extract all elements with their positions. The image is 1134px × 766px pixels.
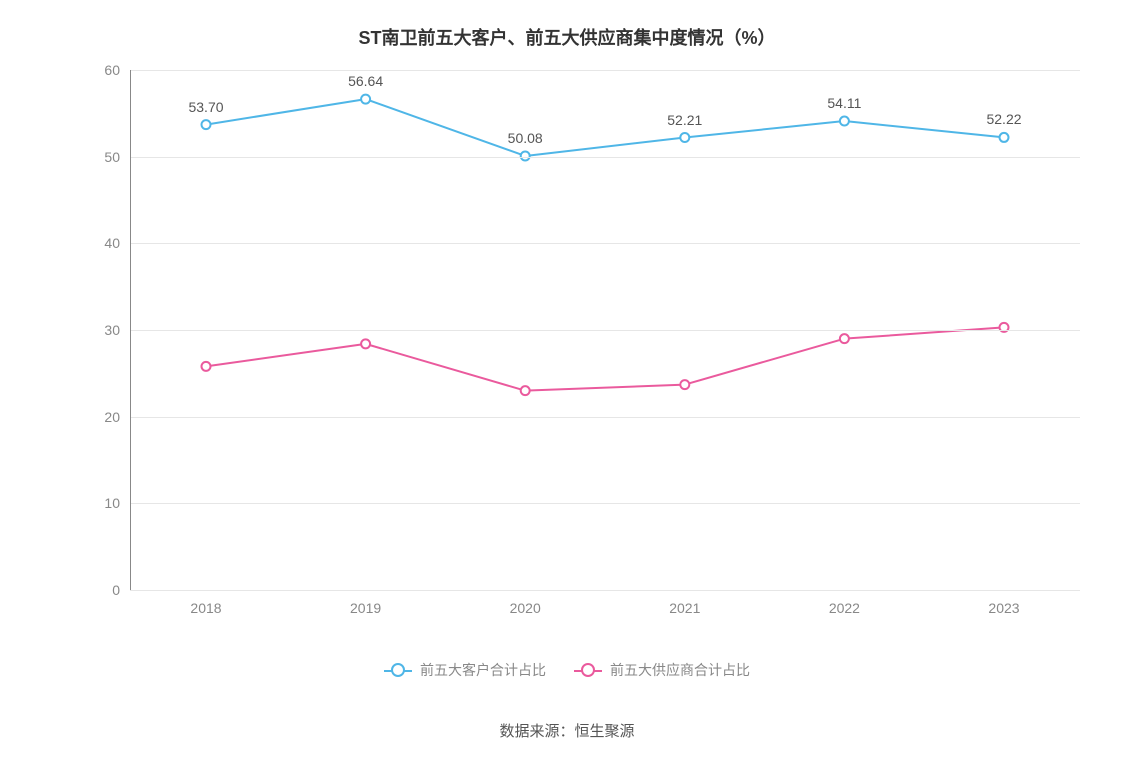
series-line-suppliers — [206, 327, 1004, 390]
data-label: 56.64 — [348, 73, 383, 89]
series-line-customers — [206, 99, 1004, 156]
gridline — [130, 417, 1080, 418]
y-tick-label: 50 — [104, 149, 120, 165]
series-marker-suppliers — [202, 362, 211, 371]
legend-marker-icon — [574, 663, 602, 677]
series-marker-suppliers — [680, 380, 689, 389]
data-label: 52.22 — [986, 111, 1021, 127]
data-label: 50.08 — [508, 130, 543, 146]
y-tick-label: 30 — [104, 322, 120, 338]
series-marker-suppliers — [521, 386, 530, 395]
chart-title: ST南卫前五大客户、前五大供应商集中度情况（%） — [0, 24, 1134, 50]
gridline — [130, 243, 1080, 244]
series-marker-customers — [202, 120, 211, 129]
y-tick-label: 60 — [104, 62, 120, 78]
y-tick-label: 40 — [104, 235, 120, 251]
gridline — [130, 590, 1080, 591]
y-tick-label: 10 — [104, 495, 120, 511]
x-tick-label: 2023 — [988, 600, 1019, 616]
gridline — [130, 503, 1080, 504]
legend-label: 前五大客户合计占比 — [420, 660, 546, 680]
y-axis — [130, 70, 131, 590]
plot-area: 010203040506020182019202020212022202353.… — [130, 70, 1080, 590]
gridline — [130, 330, 1080, 331]
x-tick-label: 2021 — [669, 600, 700, 616]
gridline — [130, 70, 1080, 71]
legend: 前五大客户合计占比 前五大供应商合计占比 — [0, 660, 1134, 680]
x-tick-label: 2022 — [829, 600, 860, 616]
chart: ST南卫前五大客户、前五大供应商集中度情况（%） 010203040506020… — [0, 0, 1134, 766]
x-tick-label: 2018 — [190, 600, 221, 616]
series-marker-customers — [840, 117, 849, 126]
data-label: 52.21 — [667, 112, 702, 128]
x-tick-label: 2020 — [510, 600, 541, 616]
data-label: 54.11 — [827, 95, 861, 111]
x-tick-label: 2019 — [350, 600, 381, 616]
legend-item-suppliers[interactable]: 前五大供应商合计占比 — [574, 660, 750, 680]
data-source-label: 数据来源：恒生聚源 — [0, 720, 1134, 741]
series-marker-suppliers — [361, 339, 370, 348]
series-marker-suppliers — [840, 334, 849, 343]
y-tick-label: 20 — [104, 409, 120, 425]
series-marker-customers — [1000, 133, 1009, 142]
y-tick-label: 0 — [112, 582, 120, 598]
legend-marker-icon — [384, 663, 412, 677]
legend-item-customers[interactable]: 前五大客户合计占比 — [384, 660, 546, 680]
series-marker-customers — [680, 133, 689, 142]
gridline — [130, 157, 1080, 158]
data-label: 53.70 — [188, 99, 223, 115]
series-marker-customers — [361, 95, 370, 104]
legend-label: 前五大供应商合计占比 — [610, 660, 750, 680]
